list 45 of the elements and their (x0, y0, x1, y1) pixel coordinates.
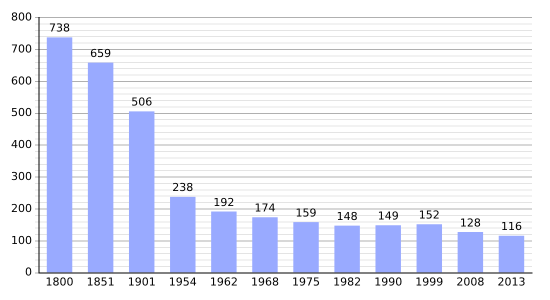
data-label: 659 (90, 46, 112, 60)
y-tick-label: 700 (10, 42, 32, 56)
x-tick-label: 1851 (86, 275, 115, 288)
data-label: 128 (460, 216, 481, 230)
data-label: 238 (172, 181, 194, 194)
bar (252, 217, 278, 272)
y-tick-label: 200 (10, 202, 32, 215)
y-tick-label: 800 (10, 10, 32, 24)
x-tick-label: 1901 (128, 275, 156, 288)
bar (293, 222, 319, 272)
x-tick-label: 2008 (456, 275, 484, 288)
y-tick-label: 0 (24, 266, 32, 279)
data-label: 148 (336, 210, 358, 223)
y-tick-label: 500 (10, 106, 32, 120)
x-tick-label: 1999 (415, 275, 444, 288)
x-tick-label: 1954 (168, 275, 197, 288)
y-tick-label: 300 (10, 170, 32, 183)
y-tick-label: 600 (10, 74, 32, 88)
data-label: 149 (378, 210, 399, 223)
x-tick-label: 1968 (250, 275, 279, 288)
bar (128, 111, 154, 272)
data-label: 738 (49, 22, 70, 35)
bar (46, 37, 72, 272)
data-label: 159 (296, 206, 317, 220)
bar (88, 62, 114, 272)
data-label: 174 (254, 202, 276, 215)
bar (458, 232, 484, 272)
data-label: 152 (418, 208, 440, 222)
bar (334, 226, 360, 272)
y-tick-label: 100 (10, 234, 32, 247)
data-label: 192 (213, 196, 234, 209)
bar (498, 236, 524, 272)
x-tick-label: 1962 (210, 275, 238, 288)
bar (211, 212, 237, 272)
y-tick-label: 400 (10, 138, 32, 152)
bar (375, 225, 401, 272)
bar (170, 196, 196, 272)
x-tick-label: 2013 (497, 275, 526, 288)
data-label: 116 (500, 220, 522, 234)
x-tick-label: 1975 (292, 275, 320, 288)
bar (416, 224, 442, 272)
x-tick-label: 1982 (333, 275, 362, 288)
x-tick-label: 1990 (374, 275, 402, 288)
data-label: 506 (131, 96, 152, 109)
x-tick-label: 1800 (46, 275, 74, 288)
